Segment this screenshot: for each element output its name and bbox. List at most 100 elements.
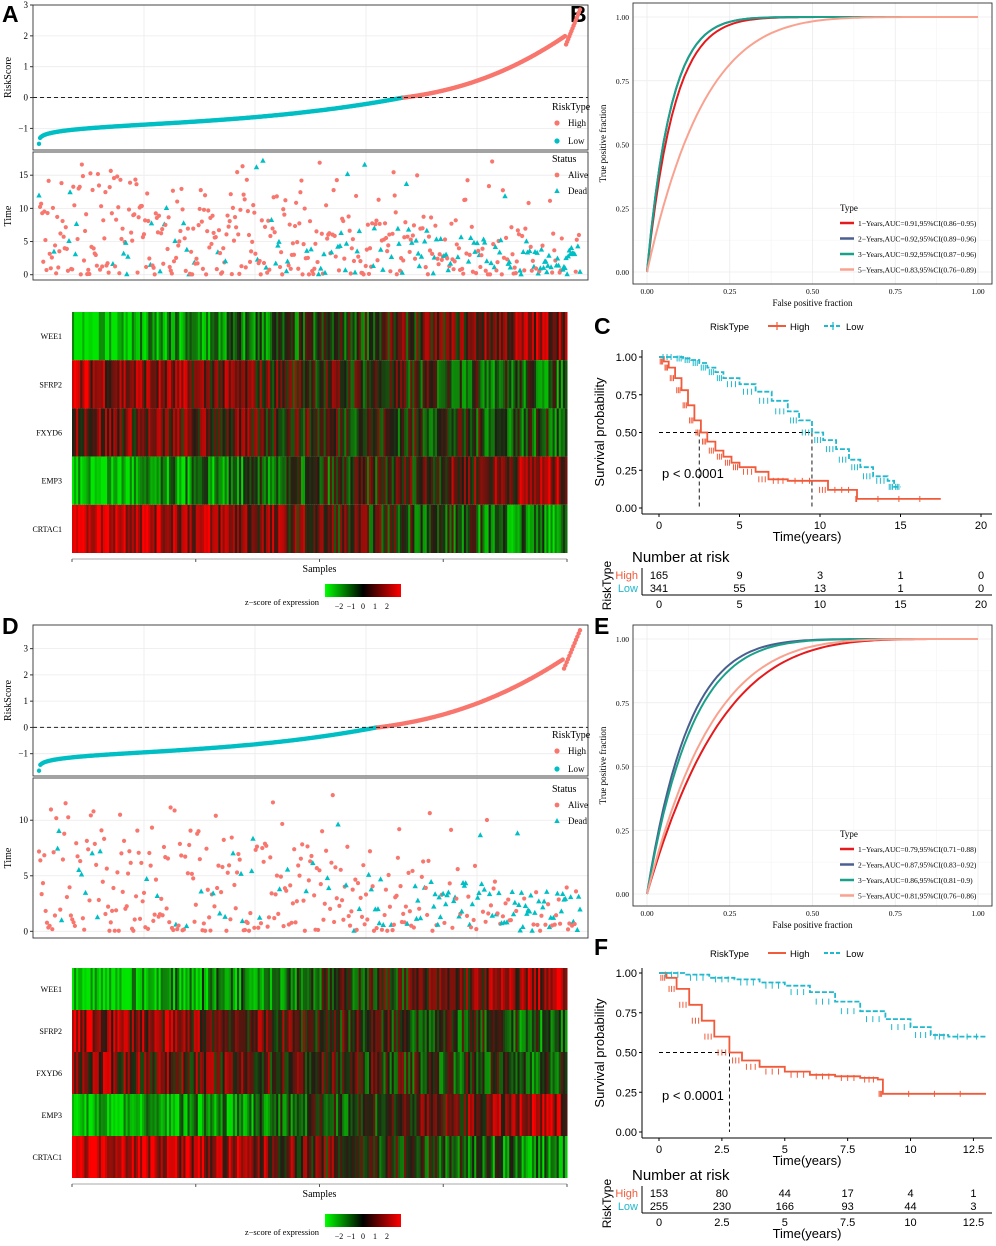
time-point-dead — [399, 269, 405, 275]
heatmap-cell — [168, 360, 172, 409]
time-point-alive — [176, 923, 181, 928]
heatmap-cell — [311, 1010, 314, 1052]
heatmap-cell — [261, 312, 265, 361]
heatmap-cell — [554, 408, 558, 457]
heatmap-cell — [546, 504, 549, 553]
heatmap-cell — [331, 408, 335, 457]
heatmap-cell — [527, 312, 531, 361]
heatmap-cell — [294, 1010, 298, 1052]
heatmap-cell — [536, 1136, 539, 1178]
time-point-dead — [526, 248, 533, 254]
time-point-alive — [49, 255, 54, 260]
heatmap-cell — [443, 1010, 446, 1052]
time-point-alive — [250, 239, 255, 244]
heatmap-cell — [463, 360, 467, 409]
time-point-dead — [544, 888, 550, 894]
heatmap-cell — [445, 360, 448, 409]
time-point-alive — [207, 245, 212, 250]
heatmap-cell — [133, 408, 137, 457]
heatmap-cell — [540, 968, 543, 1010]
heatmap-cell — [432, 312, 436, 361]
heatmap-cell — [164, 360, 168, 409]
heatmap-cell — [556, 456, 560, 505]
heatmap-cell — [160, 1094, 164, 1136]
heatmap-cell — [391, 968, 395, 1010]
time-point-alive — [295, 239, 300, 245]
km-x-tick-label: 0 — [656, 1144, 662, 1156]
heatmap-cell — [387, 360, 391, 409]
time-point-dead — [326, 885, 332, 891]
heatmap-cell — [156, 504, 160, 553]
heatmap-cell — [309, 1136, 312, 1178]
heatmap-cell — [352, 1052, 356, 1094]
heatmap-cell — [414, 1094, 417, 1136]
heatmap-cell — [369, 504, 372, 553]
heatmap-cell — [224, 1052, 228, 1094]
samples-axis-label: Samples — [303, 564, 337, 575]
time-point-dead — [458, 234, 464, 240]
heatmap-cell — [369, 1052, 372, 1094]
time-point-dead — [303, 888, 309, 894]
heatmap-cell — [338, 504, 341, 553]
time-point-alive — [47, 251, 52, 256]
heatmap-cell — [552, 968, 556, 1010]
heatmap-cell — [468, 1052, 471, 1094]
heatmap-cell — [426, 504, 430, 553]
heatmap-cell — [294, 312, 298, 361]
roc-x-tick-label: 0.50 — [806, 287, 819, 296]
heatmap-cell — [408, 1052, 411, 1094]
heatmap-cell — [323, 1094, 327, 1136]
time-point-dead — [444, 892, 450, 898]
time-point-alive — [171, 927, 176, 933]
heatmap-cell — [177, 312, 180, 361]
heatmap-cell — [544, 1094, 547, 1136]
time-point-alive — [512, 265, 517, 270]
heatmap-cell — [323, 312, 327, 361]
heatmap-cell — [154, 312, 158, 361]
heatmap-cell — [234, 968, 238, 1010]
heatmap-cell — [230, 1136, 234, 1178]
heatmap-cell — [562, 1136, 566, 1178]
heatmap-cell — [564, 1052, 568, 1094]
km-x-tick-label: 12.5 — [963, 1144, 984, 1156]
legend-label: Low — [568, 764, 585, 774]
heatmap-cell — [296, 360, 300, 409]
time-point-alive — [332, 233, 337, 238]
heatmap-cell — [509, 1136, 512, 1178]
time-point-dead — [415, 250, 421, 256]
time-point-dead — [545, 262, 551, 268]
time-point-alive — [426, 234, 432, 239]
heatmap-cell — [356, 456, 360, 505]
heatmap-cell — [241, 504, 244, 553]
time-point-alive — [179, 853, 184, 858]
heatmap-cell — [546, 360, 549, 409]
heatmap-cell — [538, 1094, 541, 1136]
heatmap-cell — [538, 408, 541, 457]
heatmap-cell — [80, 1052, 83, 1094]
heatmap-cell — [420, 408, 424, 457]
heatmap-cell — [451, 1010, 455, 1052]
heatmap-cell — [152, 968, 155, 1010]
heatmap-cell — [290, 504, 294, 553]
heatmap-cell — [193, 408, 197, 457]
heatmap-cell — [560, 1136, 564, 1178]
heatmap-cell — [247, 968, 250, 1010]
heatmap-cell — [399, 1136, 403, 1178]
heatmap-cell — [331, 1052, 335, 1094]
legend-title: RiskType — [710, 322, 749, 333]
heatmap-cell — [538, 1136, 541, 1178]
heatmap-cell — [453, 408, 457, 457]
risk-table-count: 165 — [650, 570, 668, 582]
heatmap-cell — [206, 504, 209, 553]
risk-table-y-label: RiskType — [600, 561, 614, 611]
heatmap-cell — [86, 504, 89, 553]
heatmap-cell — [230, 408, 234, 457]
heatmap-cell — [556, 1094, 560, 1136]
heatmap-cell — [214, 1136, 217, 1178]
riskscore-tick-label: 3 — [24, 644, 29, 654]
heatmap-cell — [513, 360, 516, 409]
heatmap-cell — [397, 360, 401, 409]
heatmap-cell — [115, 1052, 118, 1094]
heatmap-cell — [402, 1010, 405, 1052]
heatmap-cell — [525, 504, 529, 553]
